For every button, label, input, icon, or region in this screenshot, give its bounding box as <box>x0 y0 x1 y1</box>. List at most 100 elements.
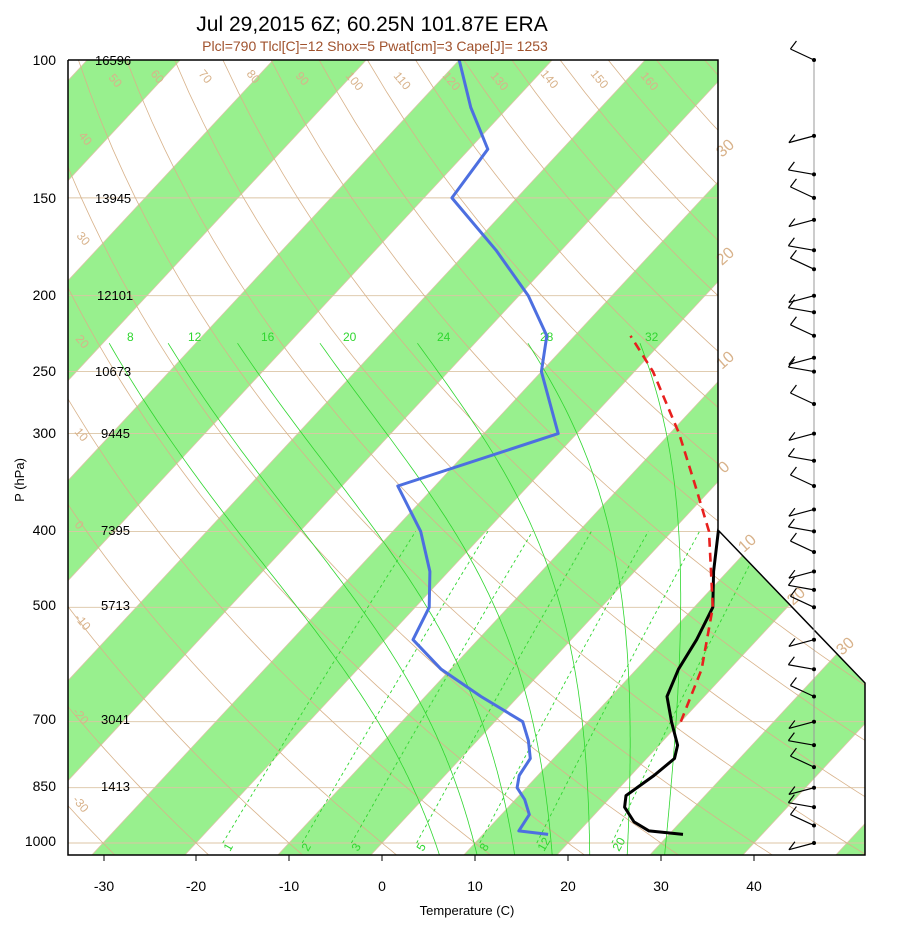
dry-adiabat-label: 10 <box>72 425 92 444</box>
wind-barb-station <box>812 637 816 642</box>
wind-barb-flag <box>788 431 796 441</box>
wind-barb-shaft <box>790 324 815 337</box>
wind-barb-station <box>812 765 816 770</box>
wind-barb-flag <box>789 587 797 597</box>
wind-barb-shaft <box>788 135 815 144</box>
height-label: 10673 <box>95 364 131 379</box>
mixing-ratio-line <box>301 531 489 844</box>
wind-barb-shaft <box>788 245 815 251</box>
wind-barb-station <box>812 369 816 374</box>
pressure-axis: 100 150 200 250 300 400 500 700 850 1000 <box>25 52 56 849</box>
temperature-axis: -30 -20 -10 0 10 20 30 40 <box>94 855 762 894</box>
wind-barbs <box>787 40 816 851</box>
wind-barb-shaft <box>790 595 815 608</box>
isotherm-line <box>68 60 367 855</box>
wind-barb-shaft <box>788 526 815 533</box>
wind-barb-shaft <box>790 755 815 768</box>
wind-barb-shaft <box>790 474 815 487</box>
wind-barb-shaft <box>790 684 815 698</box>
wind-barb-shaft <box>790 392 815 405</box>
moist-adiabat-label: 32 <box>645 330 659 344</box>
isotherm-label: 10 <box>713 348 738 373</box>
isotherm-line <box>68 60 739 855</box>
isotherm-line <box>87 60 832 855</box>
isotherm-line <box>645 60 865 855</box>
wind-barb-station <box>812 605 816 610</box>
temperature-band <box>68 60 367 855</box>
pressure-tick-label: 400 <box>33 522 57 538</box>
moist-adiabat-line <box>417 342 591 855</box>
wind-barb-shaft <box>790 540 815 553</box>
wind-barb-station <box>812 58 816 62</box>
dry-adiabat-label: 30 <box>74 229 94 248</box>
wind-barb-station <box>812 805 816 810</box>
dry-adiabat-line <box>270 60 865 855</box>
wind-barb-shaft <box>788 740 815 746</box>
dry-adiabat-line <box>367 60 865 855</box>
moist-adiabat-line <box>237 342 516 855</box>
wind-barb-shaft <box>788 219 815 228</box>
wind-barb-flag <box>789 384 797 394</box>
height-label: 13945 <box>95 191 131 206</box>
wind-barb-station <box>812 484 816 489</box>
pressure-tick-label: 850 <box>33 778 57 794</box>
dry-adiabat-line <box>68 60 497 855</box>
isotherm-line <box>68 60 274 855</box>
wind-barb-flag <box>788 720 796 729</box>
wind-barb-flag <box>789 178 797 188</box>
wind-barb-station <box>812 569 816 574</box>
wind-barb-station <box>812 355 816 360</box>
wind-barb-flag <box>789 316 797 326</box>
wind-barb-shaft <box>788 433 815 441</box>
wind-barb-flag <box>789 747 797 757</box>
wind-barb-shaft <box>788 307 815 313</box>
dry-adiabat-label: 150 <box>588 67 612 92</box>
wind-barb-shaft <box>788 802 815 808</box>
wind-barb-shaft <box>790 257 815 270</box>
wind-barb-station <box>812 195 816 200</box>
wind-barb-flag <box>789 532 797 542</box>
mixing-ratio-line <box>536 531 700 844</box>
dewpoint-curve <box>396 60 560 836</box>
height-label: 9445 <box>101 426 130 441</box>
x-tick-label: 40 <box>746 878 762 894</box>
x-tick-label: 10 <box>467 878 483 894</box>
mixing-ratio-line <box>351 531 533 844</box>
temperature-band <box>87 60 865 855</box>
wind-barb-flag <box>788 356 796 365</box>
wind-barb-shaft <box>788 842 815 851</box>
wind-barb-flag <box>787 732 795 742</box>
wind-barb-shaft <box>788 508 815 517</box>
wind-barb-flag <box>789 249 797 259</box>
mixing-ratio-line <box>222 531 417 844</box>
dry-adiabat-line <box>68 60 309 855</box>
pressure-tick-label: 200 <box>33 287 57 303</box>
wind-barb-flag <box>789 466 797 476</box>
wind-barb-station <box>812 401 816 406</box>
dry-adiabat-label: -10 <box>72 611 94 634</box>
mixing-ratio-label: 12 <box>534 835 553 854</box>
wind-barb-station <box>812 431 816 436</box>
mixing-ratio-label: 5 <box>413 840 429 853</box>
wind-barb-flag <box>787 576 795 586</box>
wind-barb-station <box>812 172 816 177</box>
wind-barb-shaft <box>788 570 815 579</box>
wind-barb-station <box>812 458 816 463</box>
wind-barb-station <box>812 823 816 828</box>
height-labels: 16596 13945 12101 10673 9445 7395 5713 3… <box>95 53 133 794</box>
moist-adiabat-line <box>167 342 479 855</box>
mixing-ratio-label: 20 <box>609 835 628 854</box>
wind-barb-station <box>812 841 816 845</box>
parcel-curve <box>629 335 715 723</box>
wind-barb-shaft <box>788 366 815 373</box>
wind-barb-flag <box>788 134 796 143</box>
mixing-ratio-line <box>416 531 592 844</box>
isotherm-line <box>68 60 553 855</box>
isotherm-line <box>738 60 865 855</box>
wind-barb-flag <box>789 677 797 686</box>
height-label: 1413 <box>101 779 130 794</box>
dry-adiabat-label: -30 <box>70 793 92 816</box>
wind-barb-station <box>812 743 816 748</box>
x-tick-label: -10 <box>279 878 299 894</box>
